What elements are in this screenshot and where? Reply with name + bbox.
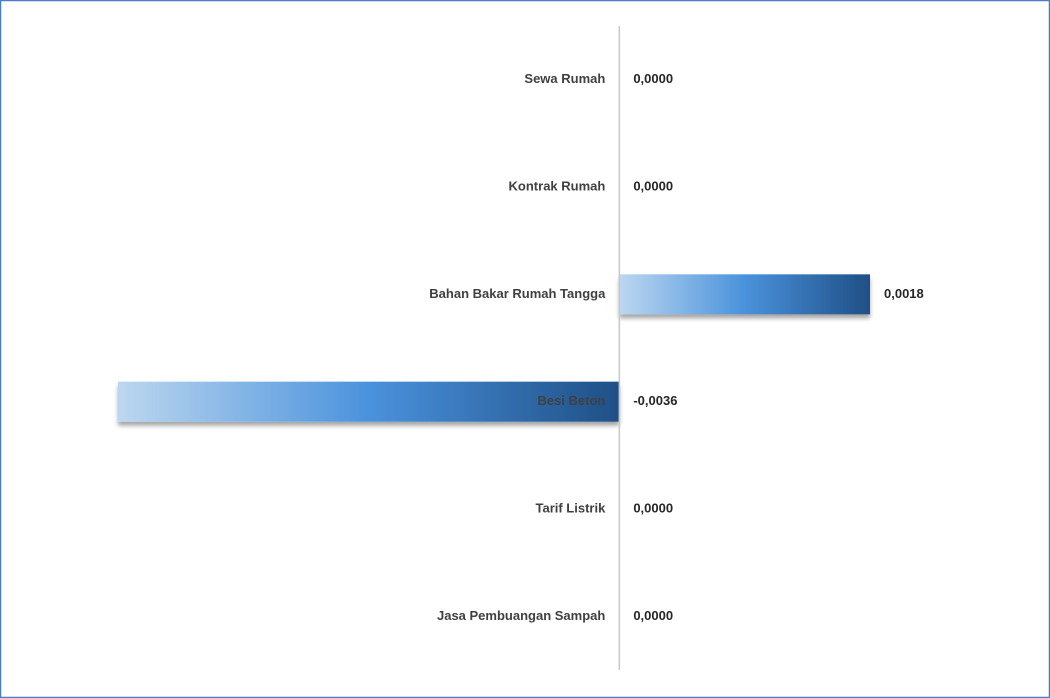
category-label: Tarif Listrik	[535, 500, 606, 515]
value-label: 0,0000	[633, 500, 673, 515]
bar	[118, 381, 620, 422]
value-label: -0,0036	[633, 393, 677, 408]
value-label: 0,0018	[884, 286, 924, 301]
value-label: 0,0000	[633, 608, 673, 623]
value-label: 0,0000	[633, 178, 673, 193]
bar	[619, 274, 870, 315]
category-label: Besi Beton	[537, 393, 605, 408]
category-label: Kontrak Rumah	[509, 178, 606, 193]
category-label: Sewa Rumah	[524, 71, 605, 86]
category-label: Bahan Bakar Rumah Tangga	[429, 286, 606, 301]
category-label: Jasa Pembuangan Sampah	[437, 608, 605, 623]
value-label: 0,0000	[633, 71, 673, 86]
